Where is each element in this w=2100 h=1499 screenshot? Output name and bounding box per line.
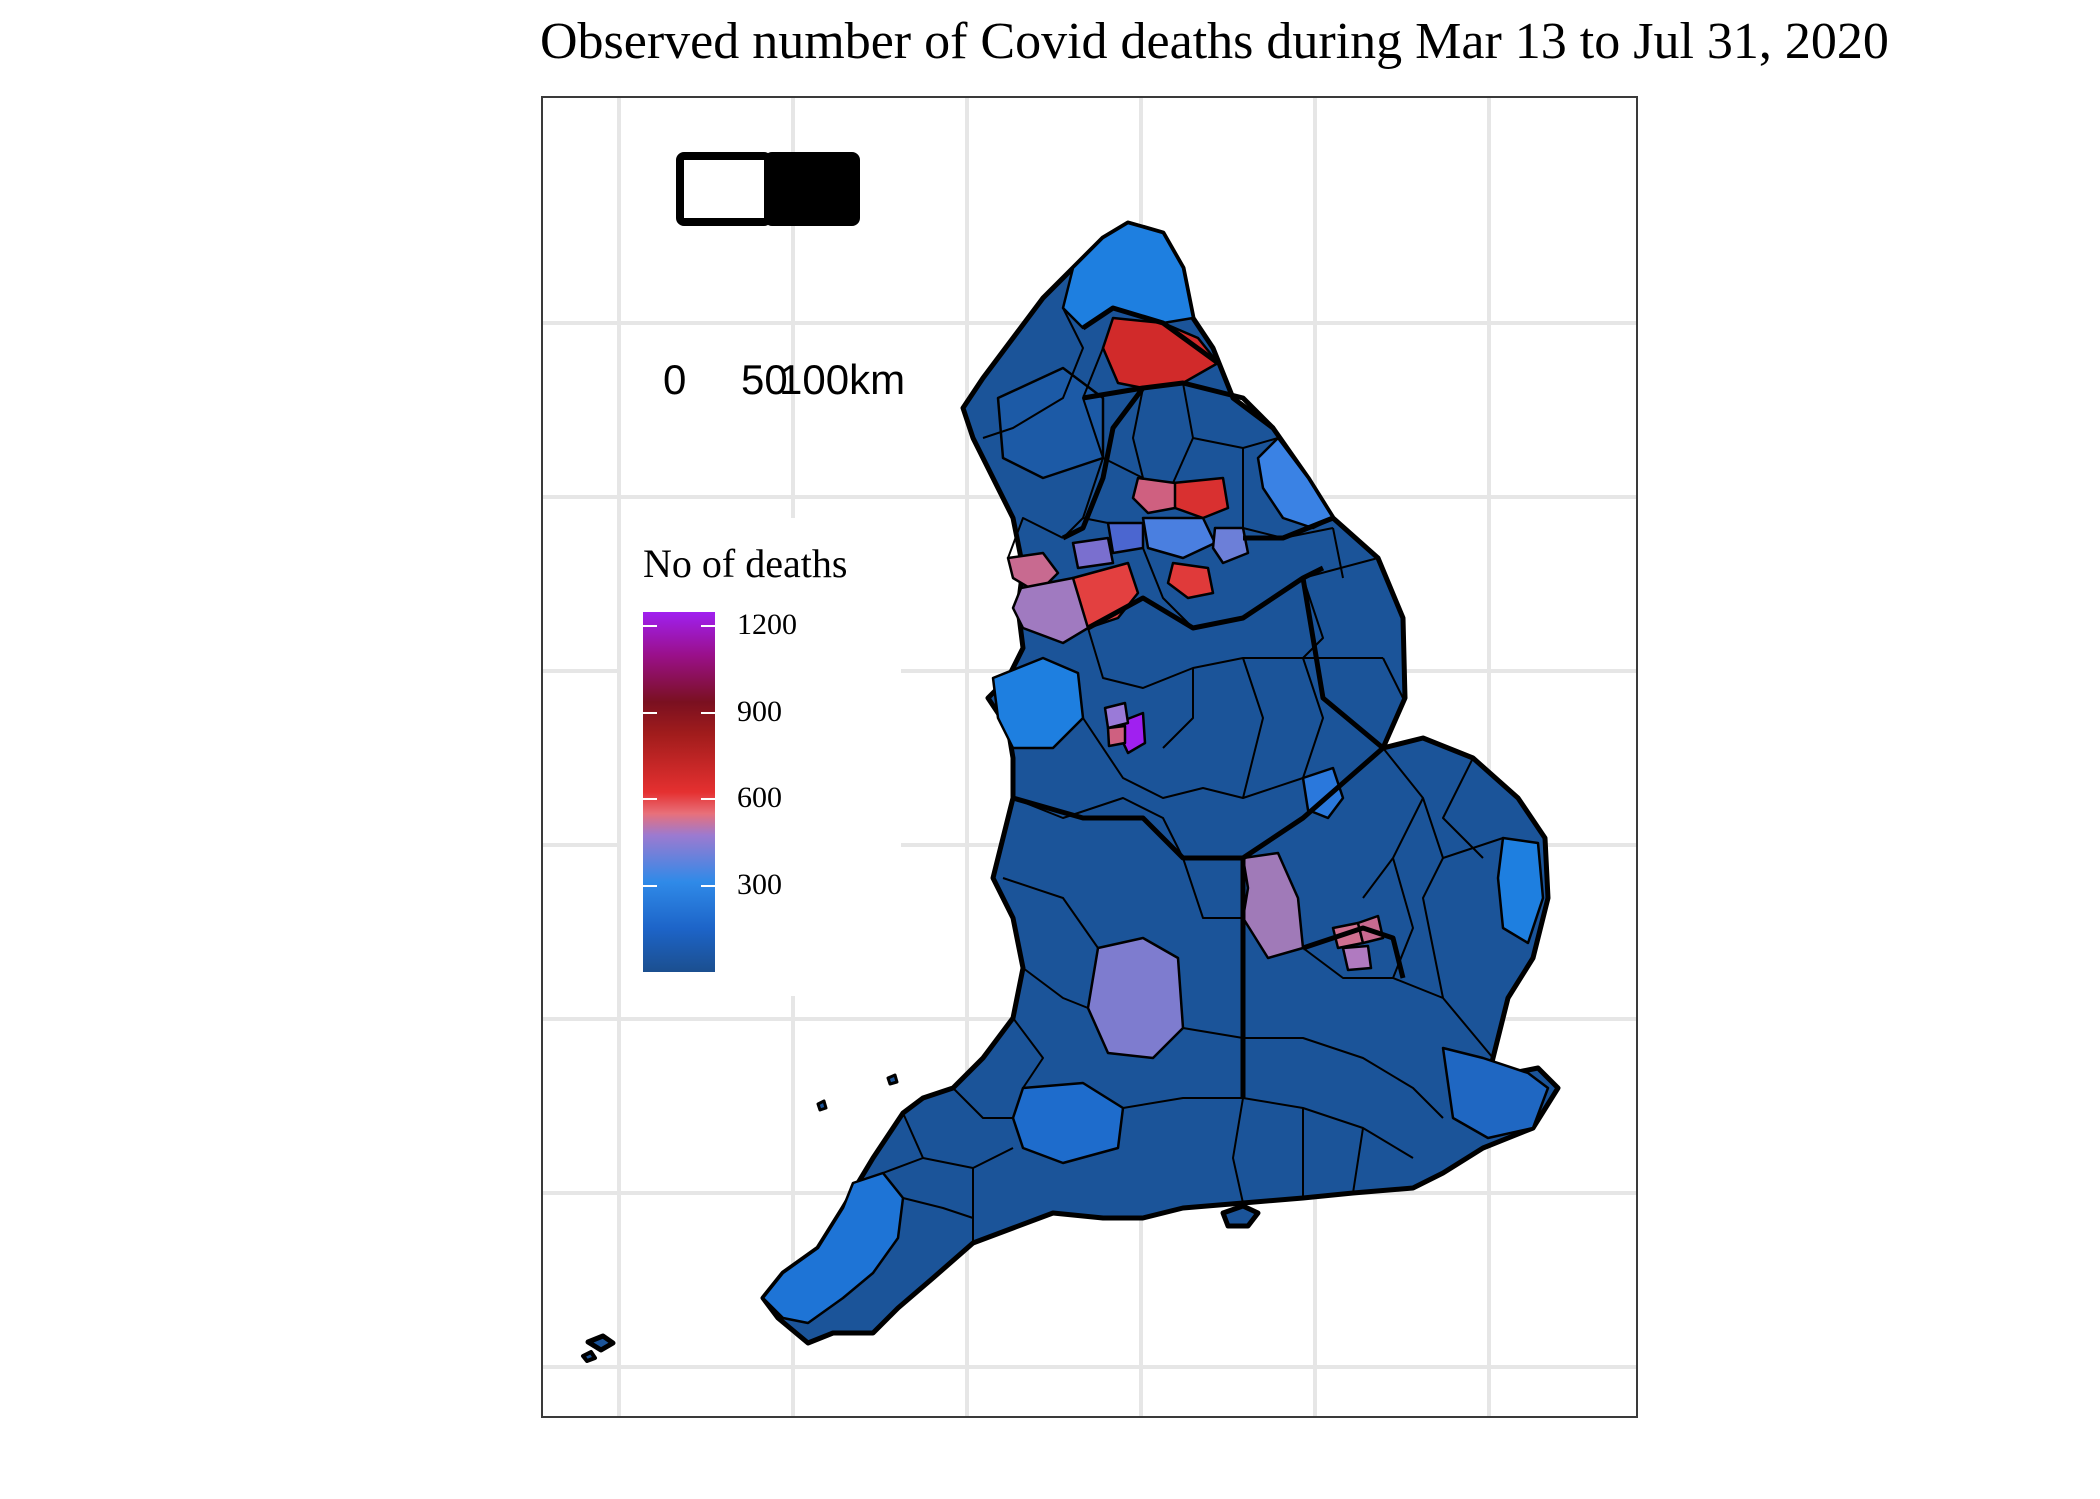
scale-label-0: 0 xyxy=(663,356,687,403)
district-peterborough xyxy=(1301,766,1345,820)
small-island-bristol xyxy=(886,1073,899,1086)
england-base xyxy=(760,220,1561,1346)
lundy-island xyxy=(816,1099,828,1112)
district-sheffield xyxy=(1166,561,1215,600)
district-kent-east xyxy=(1441,1046,1550,1140)
isle-of-wight xyxy=(1220,1203,1261,1229)
district-boundaries xyxy=(882,307,1504,1243)
legend: No of deaths 1200 900 600 300 xyxy=(621,518,901,996)
scale-bar xyxy=(676,152,860,226)
district-shropshire xyxy=(991,656,1085,750)
district-calderdale xyxy=(1211,526,1250,565)
district-bradford xyxy=(1131,476,1177,515)
scale-bar-black-segment xyxy=(764,152,860,226)
scale-bar-white-segment xyxy=(676,152,772,226)
isles-of-scilly-small xyxy=(581,1350,597,1363)
district-walsall xyxy=(1103,701,1130,730)
scale-label-50: 50 xyxy=(741,356,788,403)
district-cheshire xyxy=(1011,576,1090,645)
district-dorset xyxy=(1011,1081,1125,1165)
district-london-south xyxy=(1341,944,1373,972)
district-sandwell xyxy=(1106,724,1127,748)
scale-label-100km: 100km xyxy=(779,356,906,403)
district-wakefield xyxy=(1141,516,1217,560)
legend-tick-label: 600 xyxy=(737,781,782,815)
legend-tick-label: 900 xyxy=(737,694,782,728)
district-lancashire-b xyxy=(1106,521,1145,555)
legend-tick-label: 300 xyxy=(737,867,782,901)
district-buckinghamshire xyxy=(1241,851,1305,960)
district-wiltshire xyxy=(1086,936,1185,1060)
district-east-riding xyxy=(1256,436,1335,530)
england-map xyxy=(581,220,1561,1363)
district-lancashire-a xyxy=(1071,536,1115,570)
map-title: Observed number of Covid deaths during M… xyxy=(540,13,1889,70)
legend-title: No of deaths xyxy=(643,541,848,586)
district-suffolk-coast xyxy=(1496,836,1545,945)
region-boundaries xyxy=(1012,305,1406,1098)
legend-colorbar xyxy=(643,612,715,972)
legend-tick-label: 1200 xyxy=(737,608,797,642)
isles-of-scilly xyxy=(585,1333,616,1353)
